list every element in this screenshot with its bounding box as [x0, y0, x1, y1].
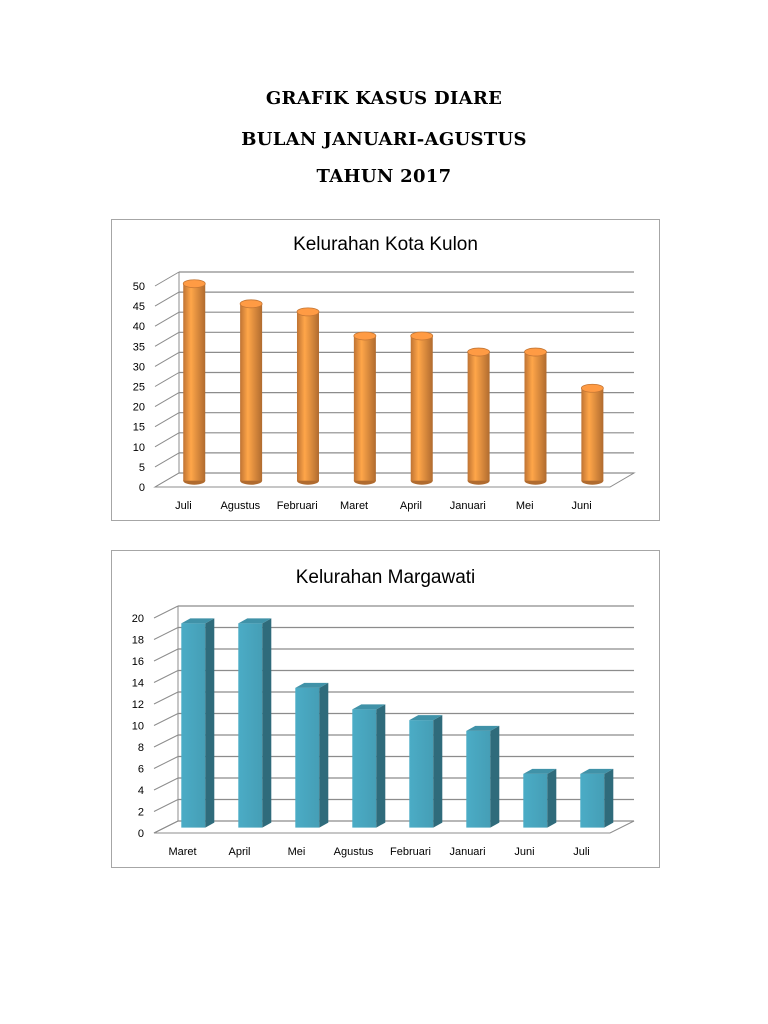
heading-line-2: BULAN JANUARI-AGUSTUS	[241, 129, 527, 150]
bar-april	[410, 331, 434, 485]
y-tick-label: 18	[132, 635, 144, 647]
gridline-depth	[154, 331, 180, 347]
gridline-depth	[154, 311, 180, 327]
bar-agustus	[352, 704, 386, 828]
gridline-depth	[154, 271, 180, 287]
gridline-depth	[153, 820, 179, 834]
heading-line-1: GRAFIK KASUS DIARE	[265, 88, 503, 109]
bar-juli	[182, 279, 206, 485]
x-tick-label: Juli	[175, 500, 192, 512]
gridline-depth	[153, 627, 179, 640]
gridline-depth	[153, 799, 179, 812]
y-tick-label: 50	[133, 281, 145, 293]
bar-mei	[524, 347, 547, 485]
bar-januari	[467, 347, 491, 485]
chart-floor	[153, 472, 636, 488]
y-tick-label: 15	[133, 422, 145, 434]
y-tick-label: 30	[133, 361, 145, 373]
gridline-depth	[153, 605, 179, 619]
chart-margawati: Kelurahan Margawati 0 2 4 6 8 10 12 14 16 18 20 Mare…	[111, 550, 660, 868]
y-tick-label: 8	[138, 742, 144, 754]
chart-title: Kelurahan Kota Kulon	[293, 234, 478, 255]
x-tick-label: Januari	[449, 846, 485, 858]
y-tick-label: 0	[138, 828, 144, 840]
x-tick-label: Agustus	[220, 500, 260, 512]
y-tick-label: 16	[132, 656, 144, 668]
bar-maret	[181, 618, 215, 828]
x-tick-label: Juni	[514, 846, 534, 858]
y-tick-label: 10	[132, 721, 144, 733]
gridline-depth	[153, 777, 179, 791]
chart-title: Kelurahan Margawati	[296, 567, 476, 588]
chart-kota-kulon: Kelurahan Kota Kulon 0 5 10 15 20 25 30 35 40 45 50…	[111, 219, 660, 521]
bar-agustus	[239, 299, 263, 485]
gridline-depth	[153, 691, 179, 705]
y-tick-label: 14	[132, 678, 144, 690]
bar-juli	[580, 768, 614, 828]
x-tick-label: Januari	[450, 500, 486, 512]
gridline-depth	[154, 392, 180, 408]
gridline-depth	[153, 648, 179, 662]
chart-margawati-svg: Kelurahan Margawati 0 2 4 6 8 10 12 14 16 18 20 Mare…	[132, 567, 635, 858]
y-tick-label: 10	[133, 442, 145, 454]
chart-floor	[153, 820, 635, 834]
heading-line-3: TAHUN 2017	[316, 166, 452, 187]
bar-januari	[466, 725, 500, 828]
y-tick-label: 2	[138, 807, 144, 819]
y-tick-label: 35	[133, 341, 145, 353]
y-tick-label: 5	[139, 462, 145, 474]
gridline-depth	[154, 452, 180, 468]
chart-kota-kulon-svg: Kelurahan Kota Kulon 0 5 10 15 20 25 30 35 40 45 50…	[133, 234, 636, 512]
gridline-depth	[154, 432, 180, 448]
x-tick-label: April	[228, 846, 250, 858]
y-tick-label: 12	[132, 699, 144, 711]
gridline-depth	[154, 351, 180, 367]
y-tick-label: 40	[133, 321, 145, 333]
gridline-depth	[154, 372, 180, 387]
x-tick-label: Juni	[571, 500, 591, 512]
gridline-depth	[153, 670, 179, 683]
y-tick-label: 4	[138, 785, 144, 797]
bar-mei	[295, 682, 329, 828]
bar-april	[238, 618, 272, 828]
x-tick-label: Maret	[340, 500, 368, 512]
x-tick-label: Februari	[277, 500, 318, 512]
x-tick-label: Agustus	[334, 846, 374, 858]
y-tick-label: 25	[133, 382, 145, 394]
bar-juni	[580, 383, 604, 485]
y-tick-label: 45	[133, 301, 145, 313]
x-tick-label: Mei	[288, 846, 306, 858]
x-tick-label: Maret	[168, 846, 196, 858]
y-tick-label: 20	[133, 402, 145, 414]
x-tick-label: Februari	[390, 846, 431, 858]
y-tick-label: 6	[138, 764, 144, 776]
gridline-depth	[154, 412, 180, 428]
bar-februari	[409, 715, 443, 828]
bar-juni	[523, 768, 557, 828]
y-tick-label: 20	[132, 613, 144, 625]
y-tick-label: 0	[139, 482, 145, 494]
gridline-depth	[153, 756, 179, 769]
x-tick-label: Mei	[516, 500, 534, 512]
x-tick-label: April	[400, 500, 422, 512]
gridline-depth	[153, 734, 179, 748]
gridline-depth	[154, 291, 180, 307]
bar-maret	[353, 331, 377, 485]
x-tick-label: Juli	[573, 846, 590, 858]
bar-februari	[296, 307, 320, 485]
gridline-depth	[154, 472, 180, 488]
gridline-depth	[153, 713, 179, 726]
